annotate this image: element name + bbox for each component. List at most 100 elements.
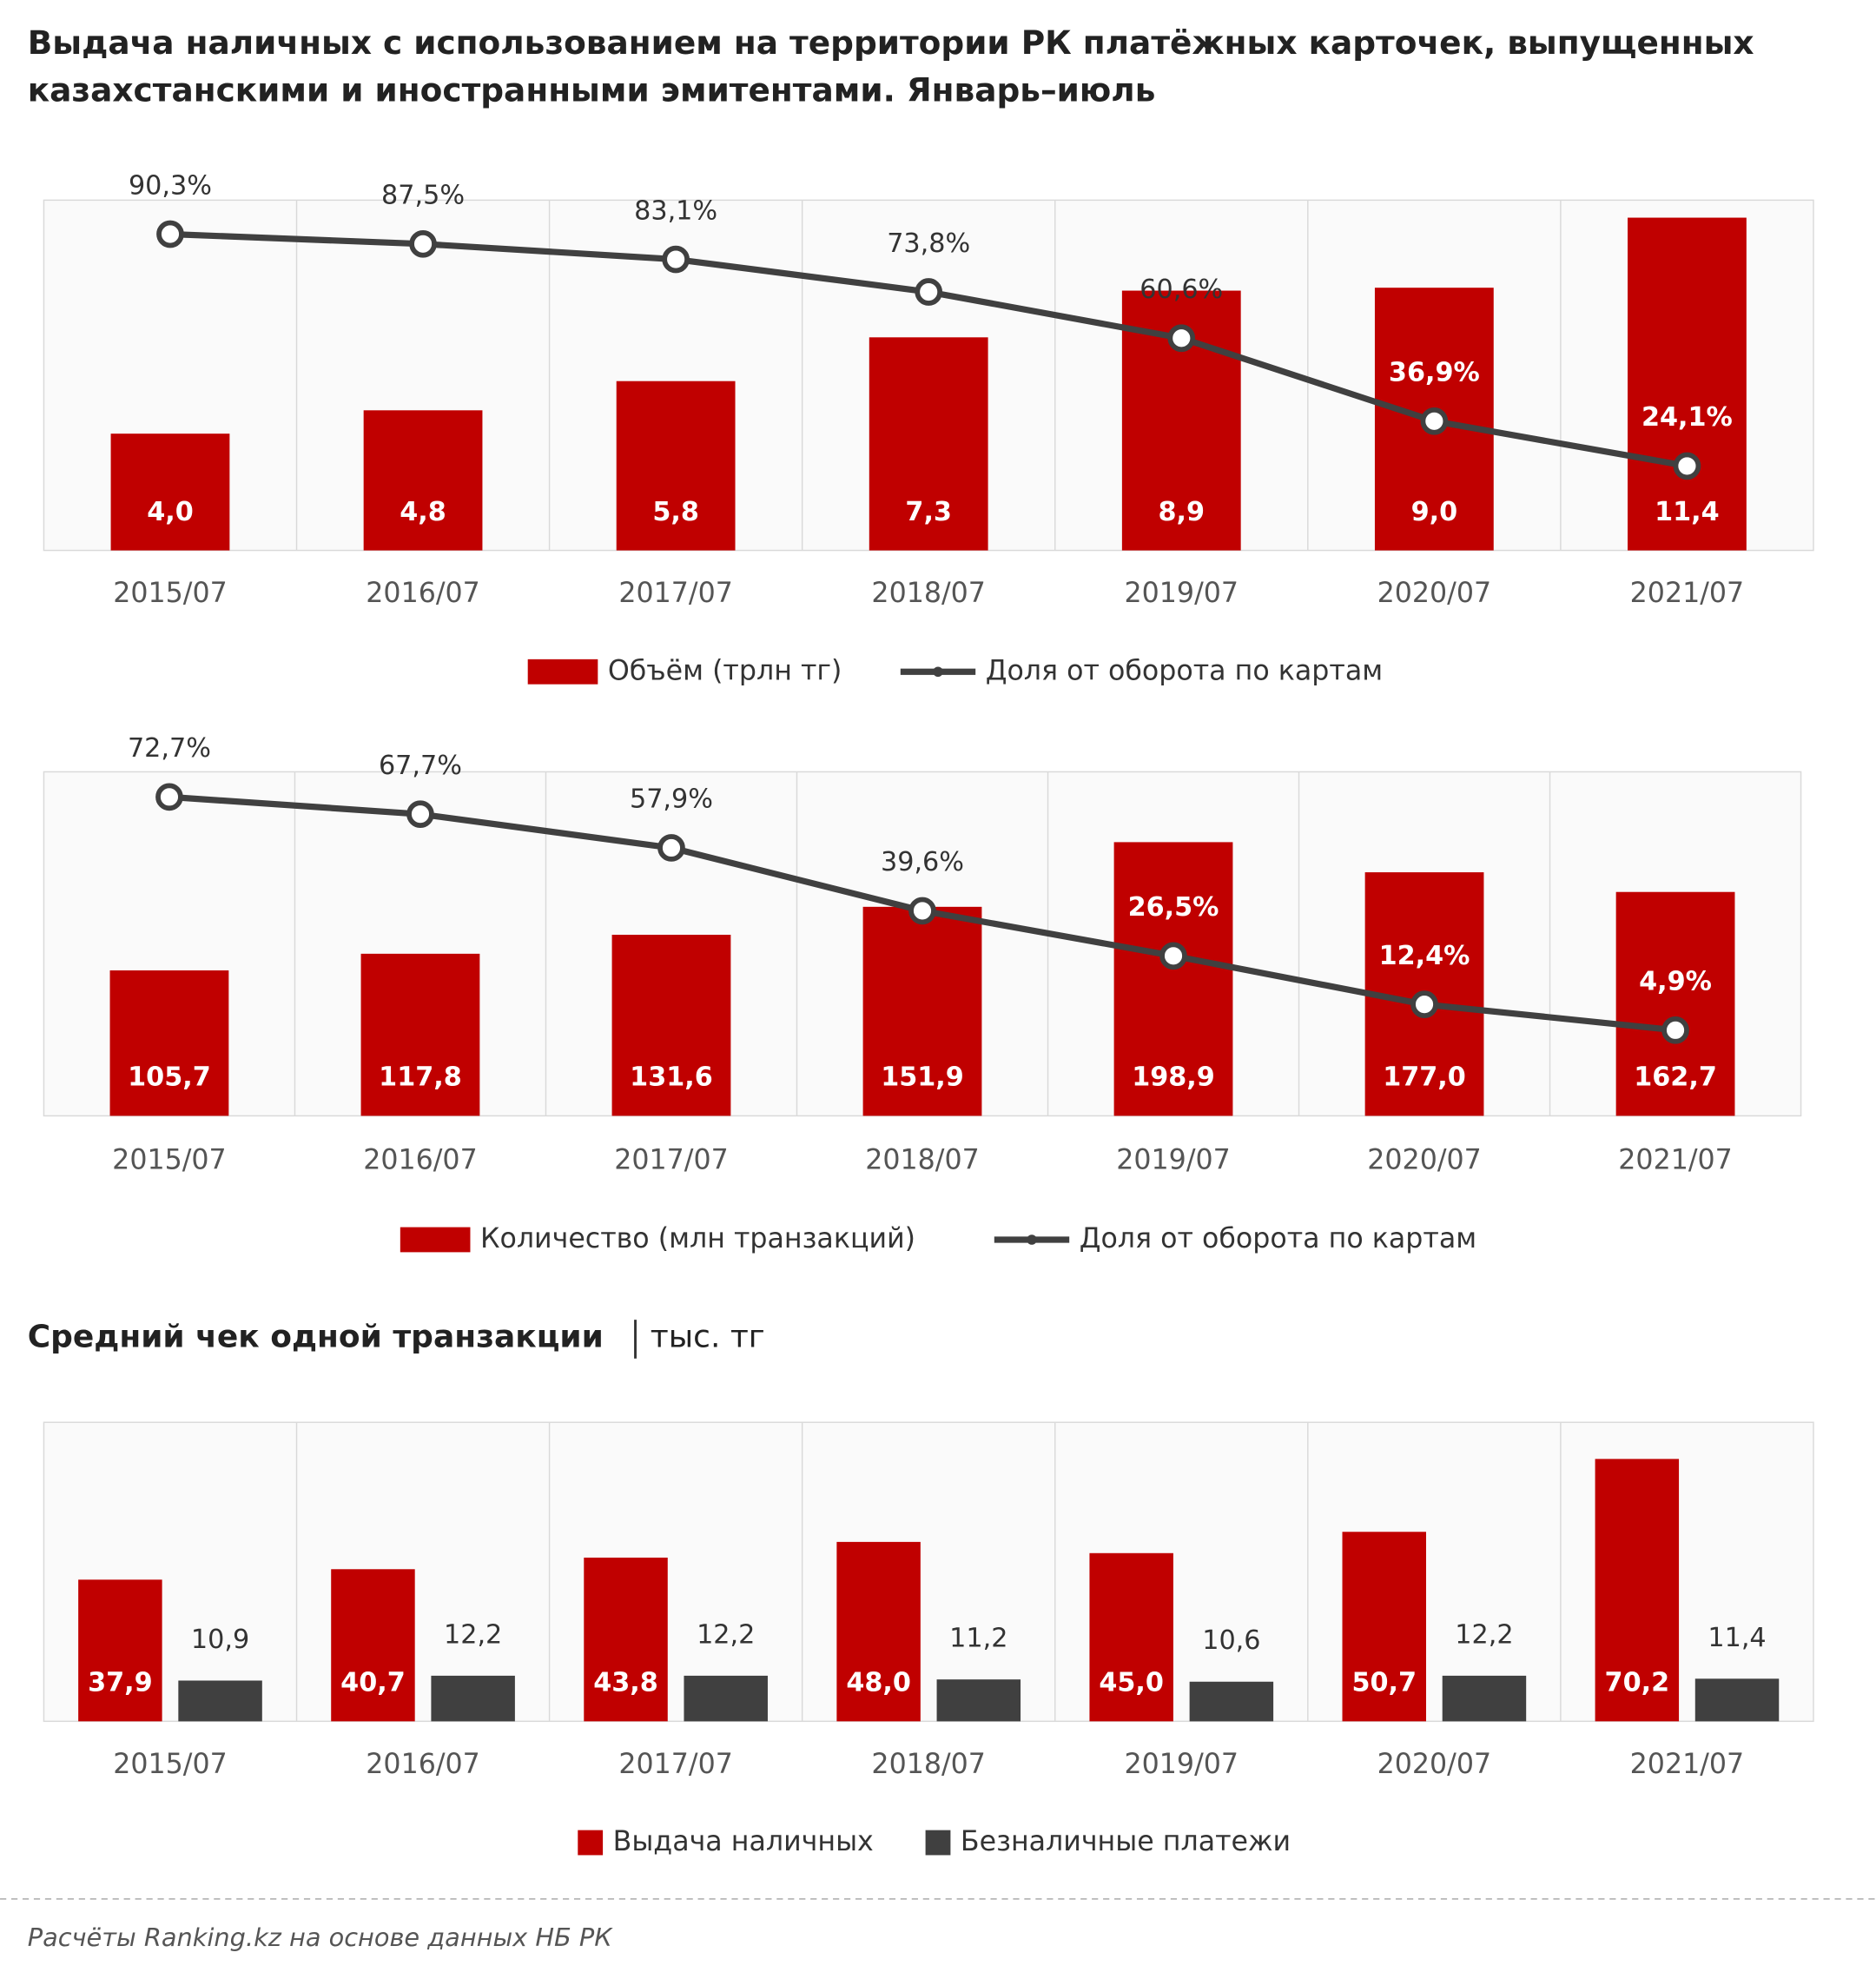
line-point: [156, 220, 184, 248]
bar: [936, 1679, 1021, 1722]
bar: [360, 953, 480, 1116]
x-tick-label: 2020/07: [1377, 1749, 1492, 1780]
bar-label: 11,2: [949, 1624, 1007, 1654]
legend-label: Количество (млн транзакций): [480, 1223, 915, 1254]
line-point: [662, 245, 690, 274]
line-label: 72,7%: [128, 733, 211, 764]
line-point: [908, 897, 936, 925]
x-tick-label: 2021/07: [1630, 578, 1745, 609]
line-point: [406, 800, 434, 828]
bar-label: 7,3: [905, 497, 952, 527]
line-label: 90,3%: [129, 170, 212, 201]
bar: [869, 337, 988, 551]
line-label: 12,4%: [1379, 941, 1470, 971]
line-label: 87,5%: [381, 181, 465, 211]
bar: [331, 1569, 415, 1722]
line-label: 60,6%: [1139, 275, 1223, 305]
bar: [1595, 1459, 1680, 1722]
bar-label: 50,7: [1351, 1668, 1417, 1698]
x-tick-label: 2018/07: [865, 1144, 980, 1175]
legend-label: Доля от оборота по картам: [986, 655, 1383, 686]
bar-label: 12,2: [1455, 1619, 1513, 1650]
bar-label: 105,7: [128, 1062, 211, 1093]
bar: [78, 1579, 162, 1722]
bar: [110, 434, 230, 551]
bar: [1342, 1532, 1426, 1722]
bar: [611, 934, 731, 1116]
x-tick-label: 2019/07: [1116, 1144, 1231, 1175]
bar-label: 10,9: [191, 1625, 249, 1655]
line-label: 67,7%: [379, 751, 462, 781]
legend-label: Выдача наличных: [613, 1826, 874, 1857]
bar: [836, 1541, 921, 1722]
bar-label: 131,6: [630, 1062, 713, 1093]
bar: [684, 1675, 768, 1722]
bar: [431, 1675, 515, 1722]
chart-subtitle: тыс. тг: [651, 1320, 765, 1355]
x-tick-label: 2015/07: [112, 1144, 227, 1175]
bar: [616, 381, 736, 551]
x-tick-label: 2021/07: [1618, 1144, 1733, 1175]
line-label: 57,9%: [630, 784, 713, 815]
legend-swatch: [925, 1830, 951, 1856]
x-tick-label: 2015/07: [113, 1749, 228, 1780]
legend-label: Безналичные платежи: [961, 1826, 1291, 1857]
chart-title: Средний чек одной транзакции: [28, 1320, 604, 1355]
x-tick-label: 2018/07: [871, 578, 986, 609]
bar-label: 37,9: [88, 1668, 153, 1698]
legend-swatch: [400, 1227, 471, 1253]
bar: [1113, 842, 1233, 1116]
legend-swatch: [578, 1830, 604, 1856]
x-tick-label: 2019/07: [1125, 578, 1239, 609]
line-point: [1420, 407, 1449, 435]
bar-label: 40,7: [340, 1668, 406, 1698]
bar: [1089, 1552, 1173, 1722]
bar-label: 70,2: [1605, 1668, 1670, 1698]
x-tick-label: 2016/07: [363, 1144, 478, 1175]
line-point: [1661, 1016, 1689, 1044]
x-tick-label: 2018/07: [871, 1749, 986, 1780]
bar-label: 117,8: [379, 1062, 462, 1093]
bar-label: 5,8: [652, 497, 699, 527]
line-point: [1410, 990, 1438, 1018]
x-tick-label: 2020/07: [1367, 1144, 1482, 1175]
line-label: 24,1%: [1642, 402, 1733, 433]
line-point: [915, 278, 943, 306]
x-tick-label: 2016/07: [366, 578, 480, 609]
line-label: 39,6%: [881, 847, 964, 877]
x-tick-label: 2015/07: [113, 578, 228, 609]
bar: [178, 1680, 262, 1722]
bar: [1189, 1681, 1274, 1722]
x-tick-label: 2017/07: [618, 578, 733, 609]
bar-label: 4,8: [400, 497, 446, 527]
bar: [584, 1557, 668, 1722]
x-tick-label: 2020/07: [1377, 578, 1492, 609]
bar-label: 9,0: [1411, 497, 1458, 527]
bar-label: 177,0: [1383, 1062, 1466, 1093]
line-point: [657, 834, 685, 862]
line-point: [1159, 942, 1187, 970]
bar: [1694, 1678, 1780, 1722]
bar-label: 11,4: [1708, 1623, 1766, 1653]
bar-label: 162,7: [1634, 1062, 1717, 1093]
legend-swatch: [527, 659, 598, 685]
bar-label: 4,0: [147, 497, 194, 527]
x-tick-label: 2016/07: [366, 1749, 480, 1780]
line-point: [155, 783, 183, 811]
line-point: [409, 229, 437, 258]
line-label: 73,8%: [887, 228, 970, 259]
title: Выдача наличных с использованием на терр…: [27, 24, 1754, 110]
legend-label: Доля от оборота по картам: [1080, 1223, 1476, 1254]
bar: [363, 410, 483, 551]
bar-label: 151,9: [881, 1062, 964, 1093]
bar-label: 11,4: [1655, 497, 1720, 527]
bar-label: 8,9: [1159, 497, 1206, 527]
bar-label: 48,0: [846, 1668, 911, 1698]
x-tick-label: 2017/07: [618, 1749, 733, 1780]
x-tick-label: 2021/07: [1630, 1749, 1745, 1780]
plot-area: [43, 1421, 1814, 1723]
bar: [1615, 891, 1735, 1116]
title-box: Выдача наличных с использованием на терр…: [27, 24, 1754, 110]
legend-swatch: [933, 666, 943, 678]
